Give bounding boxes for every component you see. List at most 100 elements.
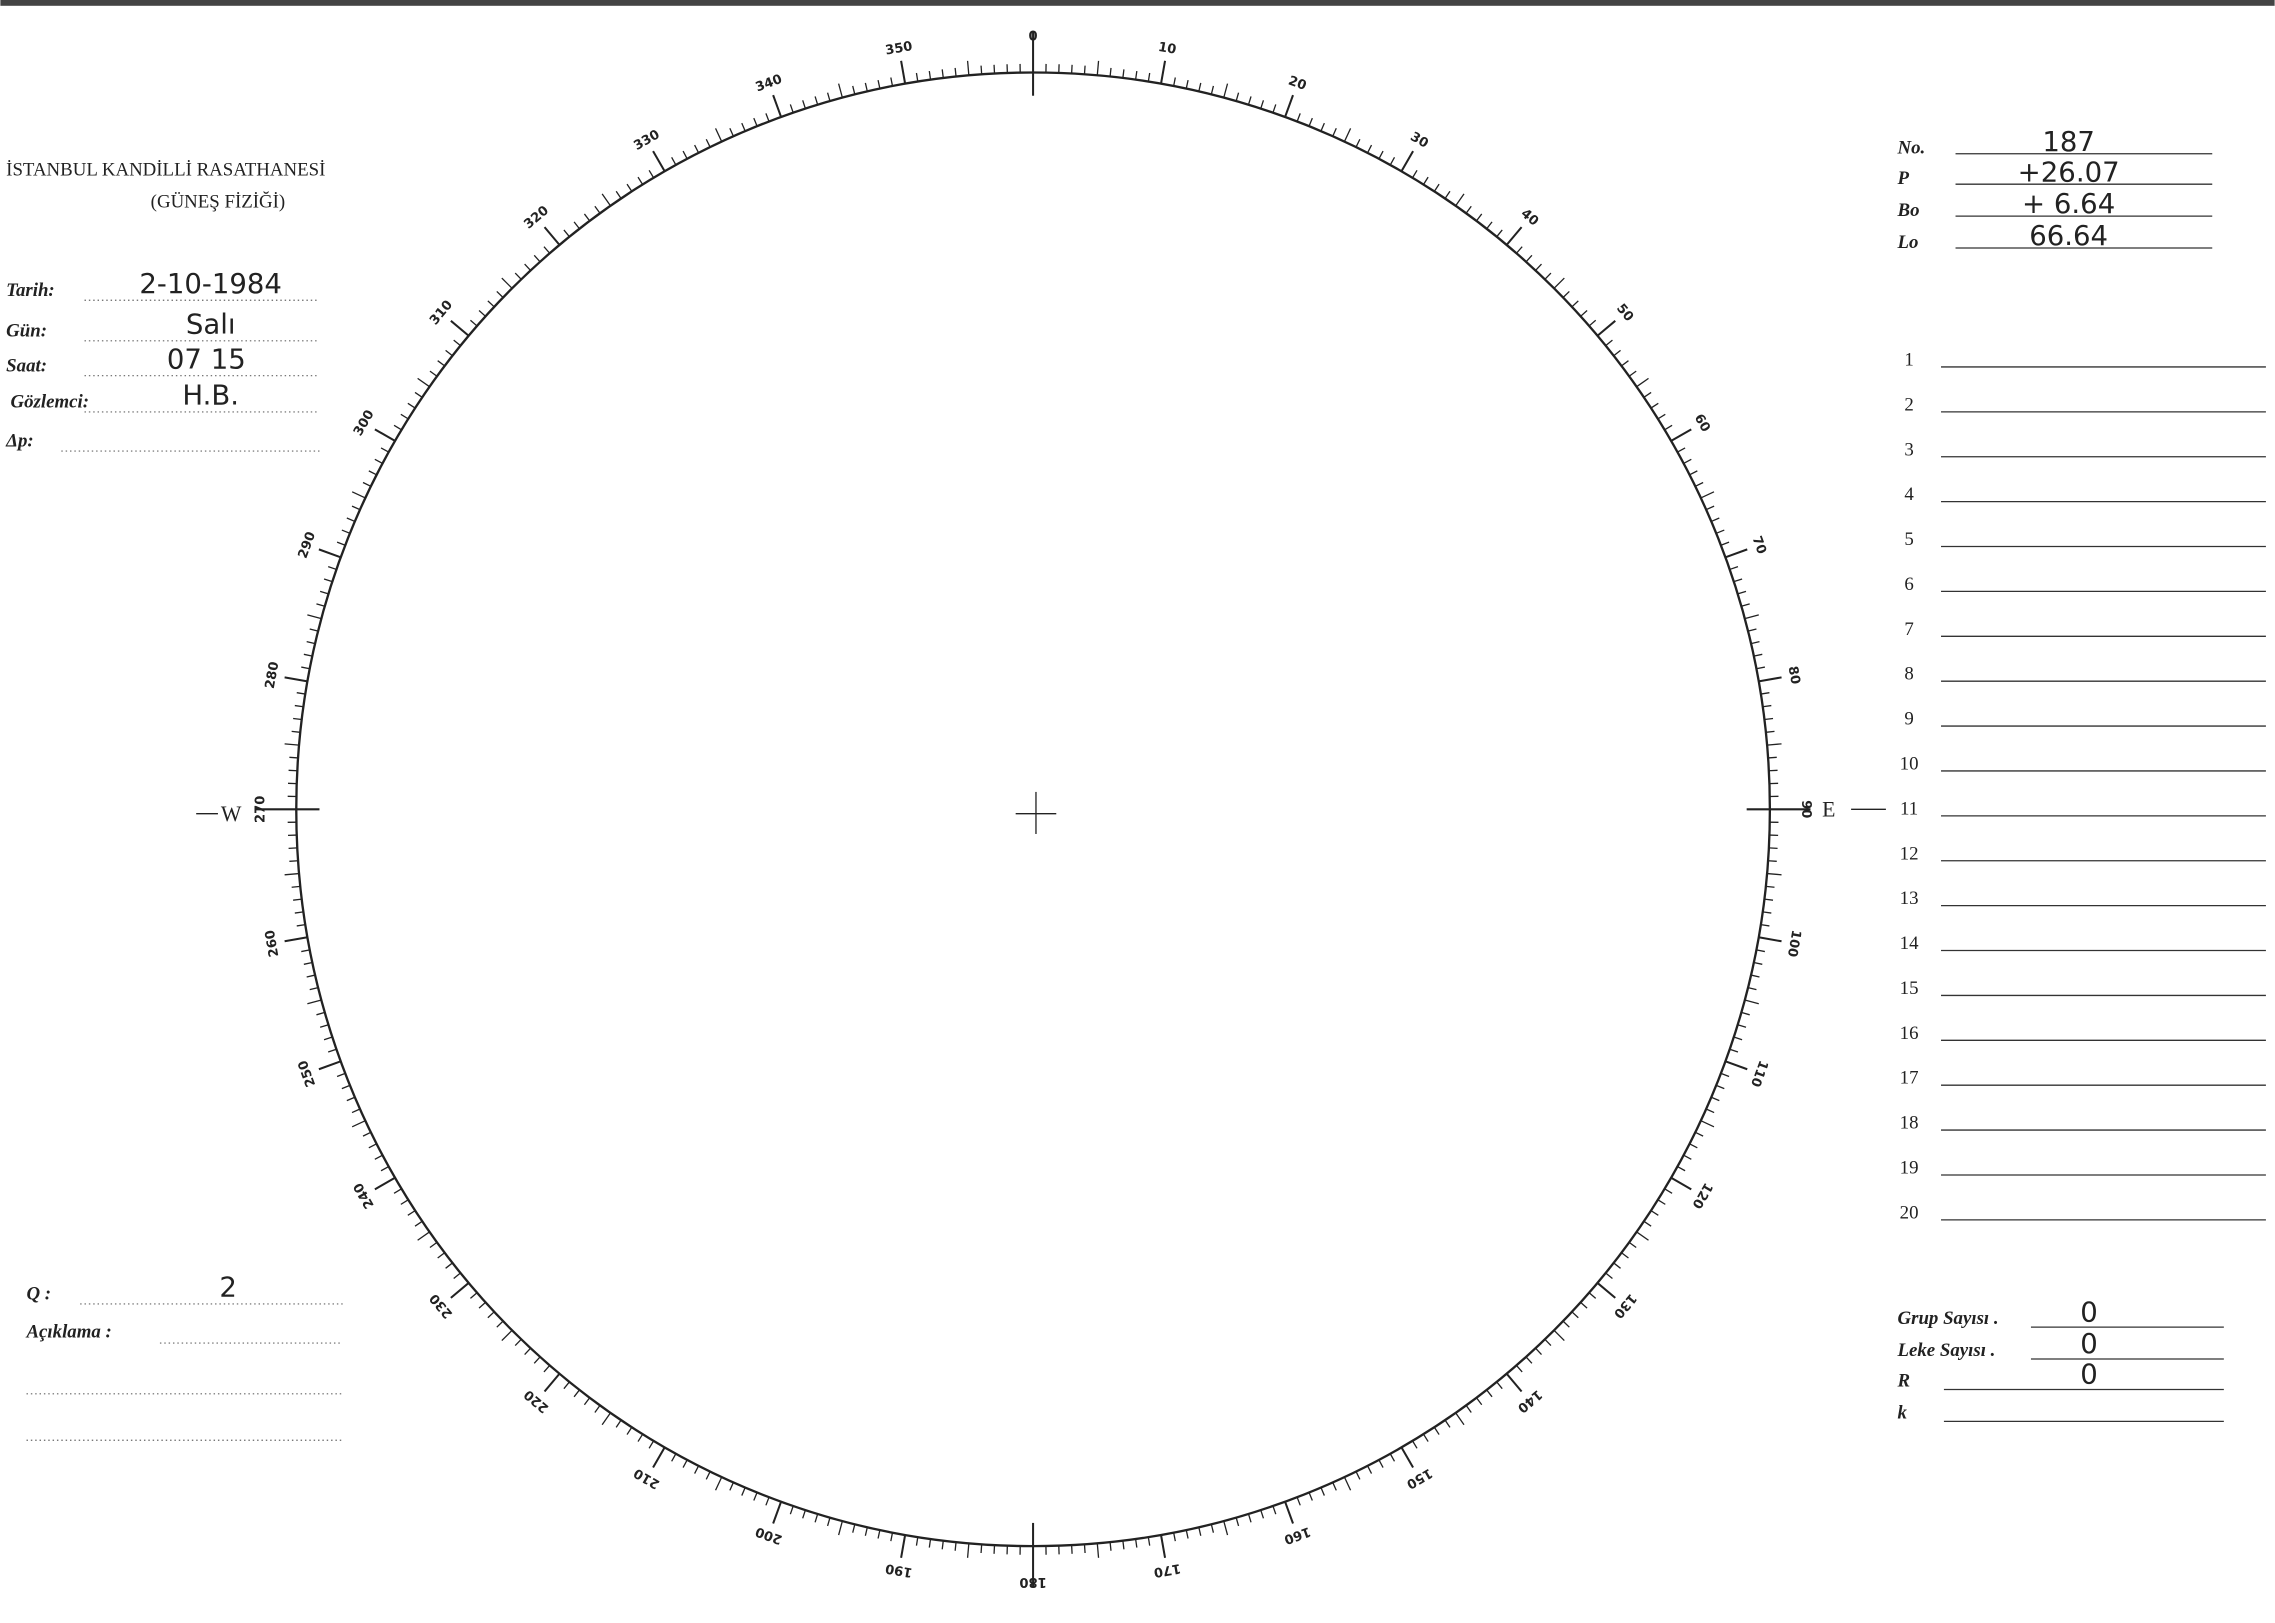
dial-tick: [1760, 692, 1770, 695]
dial-tick: [1223, 83, 1229, 98]
institution-subtitle: (GÜNEŞ FİZİĞİ): [151, 190, 286, 212]
dial-tick: [1444, 190, 1451, 199]
line-number: 18: [1900, 1113, 1919, 1134]
dial-tick: [1729, 565, 1739, 571]
dial-tick: [671, 1453, 677, 1462]
field-label: Δp:: [5, 431, 34, 452]
dial-tick: [1571, 1311, 1579, 1319]
dial-tick: [1683, 1154, 1692, 1160]
handwritten-value: 2: [219, 1272, 237, 1304]
dial-tick: [1320, 122, 1325, 132]
dial-tick: [814, 1513, 819, 1523]
dial-tick: [694, 1465, 700, 1474]
dial-tick: [414, 1220, 423, 1227]
dial-tick: [915, 1536, 919, 1546]
dial-label-group: 60: [1691, 412, 1713, 435]
dial-tick: [306, 640, 316, 645]
dial-tick: [284, 743, 300, 746]
dial-tick: [1411, 169, 1418, 179]
dial-label: 100: [1784, 929, 1804, 958]
dial-tick: [941, 1540, 944, 1550]
dial-tick: [496, 290, 504, 298]
dial-tick: [1525, 1356, 1533, 1364]
dial-tick: [802, 1509, 807, 1519]
line-number: 8: [1904, 664, 1913, 685]
dial-tick: [1670, 428, 1692, 442]
dial-tick: [1525, 254, 1533, 263]
dial-tick: [864, 1527, 868, 1536]
dial-tick: [478, 309, 486, 317]
field-label: R: [1897, 1371, 1911, 1392]
dial-tick: [877, 79, 881, 89]
handwritten-value: 66.64: [2029, 220, 2108, 252]
dial-tick: [1664, 1188, 1673, 1194]
line-number: 10: [1900, 754, 1919, 775]
dial-tick: [915, 72, 919, 82]
field-label: Q :: [26, 1284, 51, 1305]
field-label: Bo: [1897, 200, 1920, 221]
dial-label-group: 190: [884, 1560, 913, 1580]
dial-tick: [852, 1524, 856, 1533]
dial-tick: [694, 144, 700, 154]
dial-tick: [453, 1272, 461, 1279]
dial-tick: [437, 360, 446, 367]
handwritten-value: H.B.: [182, 380, 239, 412]
dial-tick: [368, 1143, 377, 1149]
dial-tick: [1247, 1513, 1252, 1523]
institution-title: İSTANBUL KANDİLLİ RASATHANESİ: [6, 159, 325, 180]
dial-tick: [837, 1520, 844, 1536]
handwritten-value: 07 15: [167, 343, 246, 375]
dial-tick: [1378, 150, 1384, 160]
dial-tick: [1744, 999, 1759, 1005]
dial-tick: [1733, 578, 1743, 583]
dial-tick: [980, 65, 983, 75]
line-number: 14: [1900, 933, 1919, 954]
dial-tick: [445, 1262, 453, 1269]
dial-tick: [368, 470, 377, 476]
dial-tick: [1296, 113, 1301, 122]
dial-tick: [1475, 213, 1483, 222]
dial-tick: [682, 150, 688, 160]
dial-tick: [1725, 548, 1748, 559]
dial-tick: [741, 122, 746, 132]
field-label: P: [1897, 168, 1910, 189]
dial-tick: [351, 491, 366, 499]
dial-tick: [1544, 1338, 1552, 1347]
dial-label: 10: [1157, 40, 1177, 58]
dial-tick: [417, 377, 430, 388]
dial-tick: [318, 1060, 342, 1071]
dial-tick: [980, 1544, 983, 1554]
line-number: 17: [1900, 1068, 1919, 1089]
field-label: Gözlemci:: [11, 392, 90, 413]
dial-tick: [637, 176, 644, 185]
dial-tick: [307, 999, 322, 1005]
dial-tick: [1486, 1389, 1493, 1398]
dial-tick: [826, 92, 831, 102]
dial-tick: [682, 1459, 688, 1468]
field-label: Gün:: [6, 320, 47, 341]
dial-tick: [772, 94, 783, 118]
dial-tick: [1122, 69, 1125, 79]
dial-tick: [1433, 183, 1440, 192]
dial-tick: [928, 70, 932, 80]
dial-tick: [1650, 1210, 1659, 1216]
dial-tick: [1465, 1405, 1472, 1413]
dial-tick: [1308, 117, 1313, 127]
dial-tick: [626, 1426, 633, 1435]
dial-tick: [1657, 413, 1666, 420]
dial-tick: [414, 391, 423, 398]
dial-tick: [1272, 1505, 1277, 1515]
dial-tick: [487, 1311, 495, 1319]
dial-tick: [1173, 77, 1176, 87]
dial-tick: [1725, 1060, 1748, 1071]
dial-tick: [327, 1048, 337, 1053]
dial-tick: [543, 226, 561, 246]
dial-tick: [514, 272, 522, 280]
dial-tick: [1711, 1096, 1720, 1102]
dial-tick: [284, 936, 308, 943]
dial-tick: [1160, 60, 1167, 84]
dial-tick: [453, 339, 461, 347]
dial-tick: [407, 1210, 416, 1216]
dial-label: 0: [1029, 30, 1038, 45]
dial-tick: [826, 1517, 831, 1527]
